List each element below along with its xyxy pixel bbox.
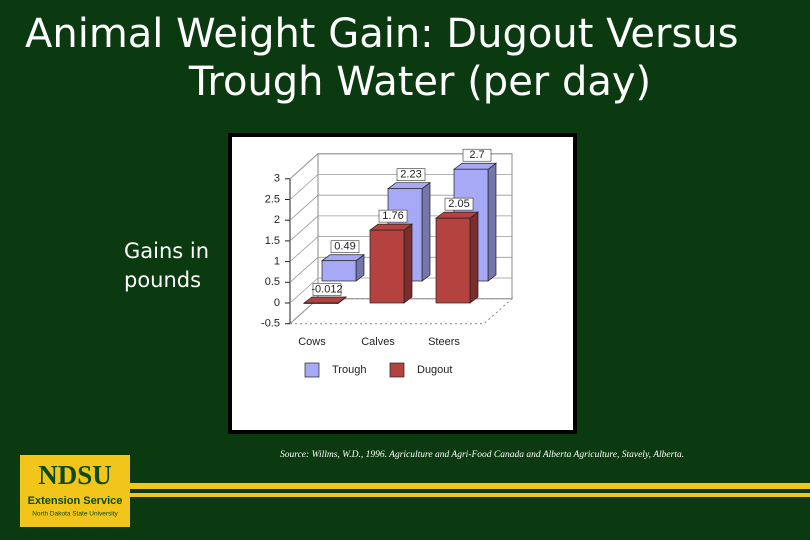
stripe bbox=[130, 493, 810, 497]
value-label-box: 1.76 bbox=[378, 209, 408, 223]
bar-top bbox=[386, 182, 432, 190]
bar bbox=[369, 229, 405, 304]
bar-top bbox=[368, 223, 414, 231]
value-label-bg bbox=[444, 197, 474, 211]
grid-line bbox=[289, 153, 512, 180]
value-label: 1.76 bbox=[382, 210, 403, 222]
value-label: 2.05 bbox=[448, 198, 469, 210]
bar-top bbox=[320, 254, 366, 262]
value-label-box: 2.23 bbox=[396, 168, 426, 181]
legend-swatch bbox=[389, 362, 405, 378]
value-label-box: -0.012 bbox=[311, 283, 343, 296]
stripe bbox=[130, 483, 810, 489]
logo bbox=[20, 455, 130, 527]
x-tick-label: Cows bbox=[298, 336, 326, 348]
value-label: 2.23 bbox=[400, 169, 421, 181]
bar-shade bbox=[422, 182, 430, 281]
y-tick-label: 2.5 bbox=[265, 193, 280, 205]
value-label: 0.49 bbox=[334, 241, 355, 253]
logo-name: NDSU bbox=[38, 460, 112, 490]
value-label-box: 0.49 bbox=[330, 240, 360, 254]
slide-title: Animal Weight Gain: Dugout Versus bbox=[25, 11, 738, 57]
bar-shade bbox=[404, 224, 412, 303]
y-tick-label: 2 bbox=[274, 214, 280, 226]
value-label-bg bbox=[330, 240, 360, 254]
legend-label: Dugout bbox=[417, 364, 452, 376]
bar bbox=[321, 260, 357, 282]
value-label-bg bbox=[396, 168, 426, 181]
bar-top bbox=[434, 211, 480, 219]
y-tick-label: -0.5 bbox=[261, 318, 280, 330]
y-tick-label: 0.5 bbox=[265, 276, 280, 288]
bar-top bbox=[302, 296, 348, 304]
x-tick-label: Steers bbox=[428, 336, 460, 348]
value-label-bg bbox=[462, 148, 492, 162]
logo-unit: Extension Service bbox=[28, 495, 123, 507]
logo-university: North Dakota State University bbox=[32, 511, 118, 518]
value-label-bg bbox=[378, 209, 408, 223]
bar-top bbox=[452, 162, 498, 170]
value-label-box: 2.7 bbox=[462, 148, 492, 162]
bar-shade bbox=[470, 212, 478, 303]
value-label-box: 2.05 bbox=[444, 197, 474, 211]
legend-label: Trough bbox=[332, 364, 366, 376]
grid-line bbox=[289, 194, 512, 221]
value-label: -0.012 bbox=[311, 283, 342, 295]
y-tick-label: 0 bbox=[274, 297, 280, 309]
source-note: Source: Willms, W.D., 1996. Agriculture … bbox=[280, 450, 684, 460]
bar bbox=[435, 217, 471, 304]
value-label: 2.7 bbox=[469, 149, 484, 161]
bar-shade bbox=[356, 254, 364, 281]
grid-line bbox=[289, 174, 512, 200]
y-tick-label: 3 bbox=[274, 173, 280, 185]
slide-title: Trough Water (per day) bbox=[188, 59, 651, 105]
value-label-bg bbox=[312, 283, 342, 296]
bar-shade bbox=[488, 163, 496, 281]
y-tick-label: 1.5 bbox=[265, 235, 280, 247]
x-tick-label: Calves bbox=[361, 336, 395, 348]
y-axis-label: Gains in pounds bbox=[124, 239, 209, 292]
y-tick-label: 1 bbox=[274, 256, 280, 268]
legend-swatch bbox=[304, 362, 320, 378]
